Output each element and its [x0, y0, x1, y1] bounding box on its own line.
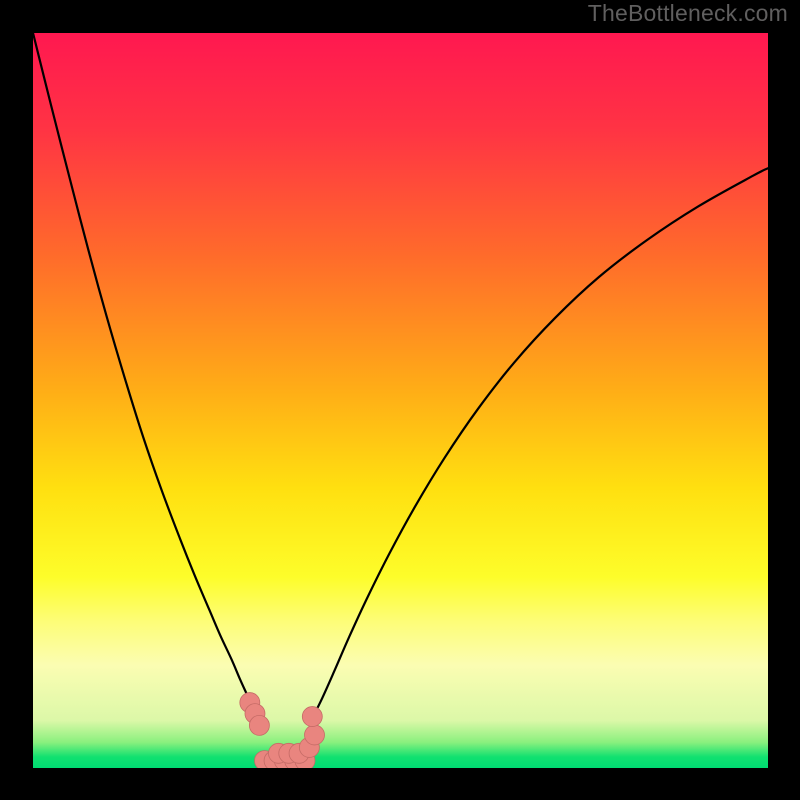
plot-area — [33, 33, 768, 768]
gradient-background — [33, 33, 768, 768]
marker-bottom-9 — [305, 725, 325, 745]
marker-left-2 — [249, 715, 269, 735]
chart-canvas: TheBottleneck.com — [0, 0, 800, 800]
chart-svg — [33, 33, 768, 768]
watermark-text: TheBottleneck.com — [588, 0, 788, 27]
marker-right-0 — [302, 707, 322, 727]
